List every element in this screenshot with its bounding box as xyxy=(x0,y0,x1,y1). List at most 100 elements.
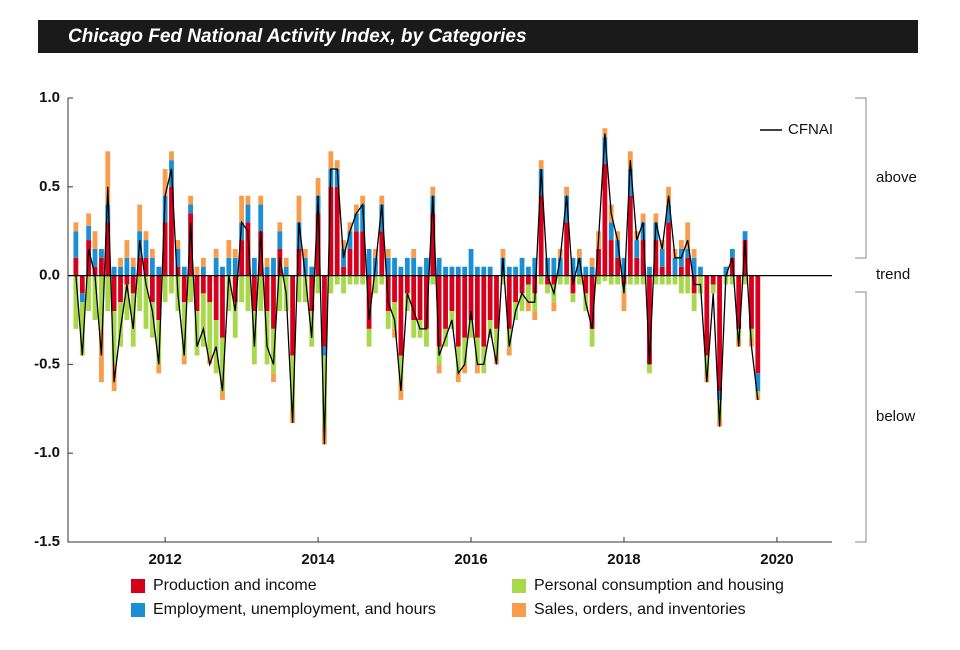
bar xyxy=(251,275,257,312)
bar xyxy=(506,266,512,276)
bar xyxy=(755,373,761,392)
bar xyxy=(124,284,130,320)
bar xyxy=(468,320,474,338)
bar xyxy=(424,257,429,276)
bar xyxy=(149,248,155,258)
bar xyxy=(436,364,442,374)
bar xyxy=(583,275,589,294)
bar xyxy=(474,266,480,276)
bar xyxy=(239,240,245,276)
bar xyxy=(341,240,346,249)
bar xyxy=(86,213,92,226)
bar xyxy=(398,355,404,383)
y-tick-label: 0.0 xyxy=(39,267,60,284)
bar xyxy=(557,275,563,285)
bar xyxy=(86,275,92,312)
bar xyxy=(551,257,557,276)
bar xyxy=(500,275,506,285)
bar xyxy=(392,257,397,276)
bar xyxy=(659,275,665,285)
bar xyxy=(226,257,232,276)
bar xyxy=(373,248,378,258)
bar xyxy=(105,151,111,205)
bar xyxy=(169,275,174,294)
bar xyxy=(398,266,404,276)
bar xyxy=(245,222,251,276)
bar xyxy=(360,204,366,232)
bar xyxy=(73,257,79,276)
y-tick-label: -1.0 xyxy=(34,444,60,461)
bar xyxy=(608,222,614,241)
bar xyxy=(634,240,640,258)
bar xyxy=(564,275,570,285)
bar xyxy=(647,275,652,365)
bar xyxy=(481,266,487,276)
bar xyxy=(659,248,665,267)
side-label: above xyxy=(876,169,917,186)
bar xyxy=(92,248,98,267)
bar xyxy=(468,275,474,320)
bar xyxy=(545,275,550,285)
bar xyxy=(181,355,187,365)
bar xyxy=(99,248,104,258)
x-tick-label: 2020 xyxy=(760,551,793,568)
cfnai-line xyxy=(75,133,759,445)
bar xyxy=(691,248,697,258)
bar xyxy=(430,275,436,285)
legend-swatch xyxy=(131,603,145,617)
bar xyxy=(309,275,315,312)
bar xyxy=(360,231,366,276)
bar xyxy=(315,275,321,294)
bar xyxy=(194,266,200,276)
bar xyxy=(137,257,143,276)
bar xyxy=(79,302,85,356)
bar xyxy=(124,240,130,258)
bar xyxy=(411,257,417,276)
bar xyxy=(564,186,570,196)
bar xyxy=(589,328,595,347)
bar xyxy=(755,275,761,374)
bar xyxy=(124,275,130,285)
bar xyxy=(207,302,213,356)
bar xyxy=(283,266,289,276)
bar xyxy=(525,266,531,276)
bar xyxy=(283,257,289,267)
bar xyxy=(602,275,608,281)
bar xyxy=(226,275,232,312)
bar xyxy=(551,302,557,312)
bar xyxy=(258,195,264,205)
legend-swatch xyxy=(512,579,526,593)
bar xyxy=(417,266,423,276)
bar xyxy=(398,275,404,356)
bar xyxy=(188,195,193,205)
bar xyxy=(691,257,697,276)
bar xyxy=(366,328,372,347)
bar xyxy=(162,222,168,276)
bar xyxy=(487,266,493,276)
bar xyxy=(322,275,327,347)
x-tick-label: 2014 xyxy=(301,551,335,568)
title-bar xyxy=(38,20,918,53)
bar xyxy=(615,275,621,285)
bar xyxy=(290,275,296,356)
bar xyxy=(181,275,187,303)
bar xyxy=(576,275,582,285)
bar xyxy=(411,275,417,320)
bar xyxy=(220,337,225,392)
bar xyxy=(659,266,665,276)
bar xyxy=(570,293,576,303)
bar xyxy=(353,231,359,276)
bar xyxy=(156,364,162,374)
bar xyxy=(264,257,270,267)
bar xyxy=(181,266,187,276)
bar xyxy=(251,257,257,276)
bar xyxy=(710,275,716,285)
bar xyxy=(347,231,353,249)
bar xyxy=(678,266,684,276)
bar xyxy=(79,293,85,303)
bar xyxy=(462,337,468,365)
bar xyxy=(169,151,174,161)
bar xyxy=(474,337,480,365)
bar xyxy=(729,257,735,276)
bar xyxy=(379,204,385,232)
